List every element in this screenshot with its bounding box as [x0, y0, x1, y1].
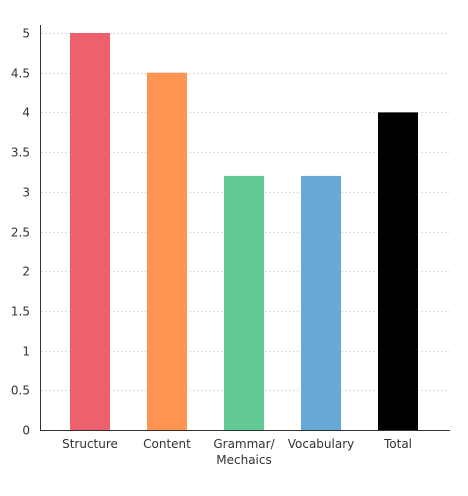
x-tick-labels: Structure Content Grammar/Mechaics Vocabula…: [62, 437, 412, 467]
x-tick-label: Total: [383, 437, 412, 451]
bar: [301, 175, 341, 430]
y-tick-label: 5: [22, 27, 30, 41]
x-tick-label: Content: [143, 437, 191, 451]
x-tick-label: Structure: [62, 437, 118, 451]
y-tick-label: 0: [22, 424, 30, 438]
y-tick-labels: 0 0.5 1 1.5 2 2.5 3 3.5 4 4.5 5: [11, 27, 30, 438]
y-tick-label: 1.5: [11, 305, 30, 319]
axes: [40, 25, 450, 431]
y-tick-label: 0.5: [11, 384, 30, 398]
y-tick-label: 3.5: [11, 146, 30, 160]
y-tick-label: 3: [22, 186, 30, 200]
bar: [147, 72, 187, 430]
x-tick-label: Vocabulary: [288, 437, 355, 451]
bar: [378, 112, 418, 431]
x-tick-label: Grammar/Mechaics: [213, 437, 275, 467]
y-tick-label: 4: [22, 106, 30, 120]
y-tick-label: 2.5: [11, 226, 30, 240]
bars: [70, 33, 418, 431]
y-tick-label: 1: [22, 345, 30, 359]
bar: [70, 33, 110, 430]
bar: [224, 175, 264, 430]
y-tick-label: 4.5: [11, 67, 30, 81]
y-tick-label: 2: [22, 265, 30, 279]
